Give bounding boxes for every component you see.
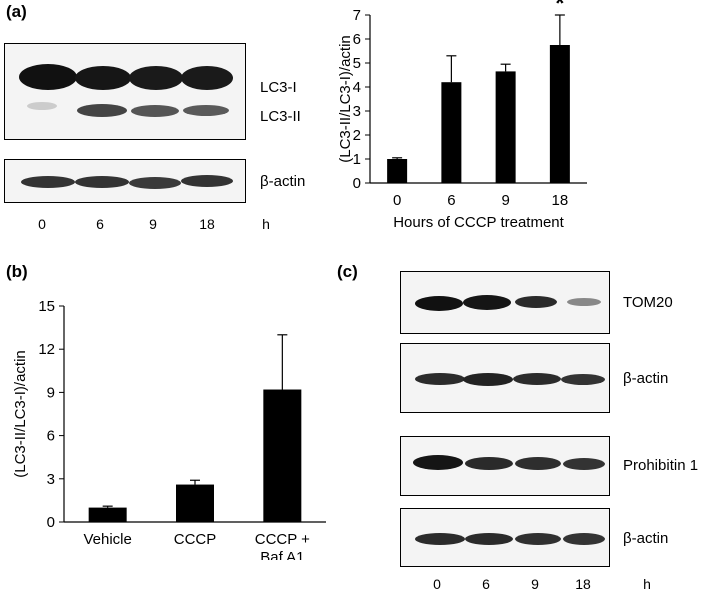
y-tick-label: 1	[353, 151, 361, 168]
y-tick-label: 6	[47, 428, 55, 445]
bar	[495, 71, 516, 183]
y-tick-label: 3	[47, 471, 55, 488]
y-axis-label: (LC3-II/LC3-I)/actin	[337, 35, 354, 163]
x-tick-label: 9	[501, 192, 509, 209]
lane-label: 0	[38, 216, 46, 232]
lane-label: 9	[149, 216, 157, 232]
y-tick-label: 7	[353, 7, 361, 24]
actin-blot-a	[4, 159, 246, 203]
prohibitin-blot	[400, 436, 610, 496]
lc3-blot	[4, 43, 246, 140]
bar	[263, 389, 302, 522]
x-tick-label: Baf A1	[260, 549, 304, 560]
y-tick-label: 15	[38, 298, 55, 315]
actin-blot-c2	[400, 508, 610, 567]
actin-label-c1: β-actin	[623, 370, 669, 387]
lane-label: 0	[433, 576, 441, 592]
hours-unit-label: h	[262, 216, 270, 232]
bar	[176, 484, 214, 522]
lane-label: 18	[199, 216, 215, 232]
significance-marker: *	[555, 0, 564, 16]
prohibitin-label: Prohibitin 1	[623, 457, 699, 474]
y-tick-label: 2	[353, 127, 361, 144]
bar	[441, 82, 462, 183]
y-tick-label: 5	[353, 55, 361, 72]
panel-c-label: (c)	[337, 262, 358, 281]
y-tick-label: 3	[353, 103, 361, 120]
y-tick-label: 12	[38, 341, 55, 358]
tom20-blot	[400, 271, 610, 334]
chart-b: 0 3 6 9 12 15 (LC3-II/LC3-I)/actin Vehicle CCCP C…	[12, 298, 326, 560]
x-tick-label: Vehicle	[83, 531, 131, 548]
lane-label: 9	[531, 576, 539, 592]
actin-label-a: β-actin	[260, 173, 306, 190]
x-tick-label: CCCP +	[255, 531, 310, 548]
bar	[549, 45, 570, 183]
y-tick-label: 9	[47, 384, 55, 401]
x-axis-label: Hours of CCCP treatment	[393, 214, 564, 231]
bar	[387, 159, 408, 183]
lane-label: 6	[96, 216, 104, 232]
x-tick-label: CCCP	[174, 531, 217, 548]
lc3-ii-label: LC3-II	[260, 108, 301, 125]
panel-b-label: (b)	[6, 262, 28, 281]
x-tick-label: 6	[447, 192, 455, 209]
actin-blot-c1	[400, 343, 610, 413]
lane-label: 6	[482, 576, 490, 592]
y-tick-label: 0	[47, 514, 55, 531]
y-tick-label: 4	[353, 79, 361, 96]
y-tick-label: 0	[353, 175, 361, 192]
x-tick-label: 0	[393, 192, 401, 209]
y-tick-label: 6	[353, 31, 361, 48]
bar	[88, 507, 127, 522]
lane-label: 18	[575, 576, 591, 592]
chart-a: 0 1 2 3 4 5 6 7 (LC3-II/LC3-I)/actin 0 6 9 * 18 Hours …	[337, 0, 587, 231]
hours-unit-label: h	[643, 576, 651, 592]
y-axis-label: (LC3-II/LC3-I)/actin	[12, 350, 29, 478]
actin-label-c2: β-actin	[623, 530, 669, 547]
tom20-label: TOM20	[623, 294, 673, 311]
lc3-i-label: LC3-I	[260, 79, 297, 96]
x-tick-label: 18	[552, 192, 569, 209]
panel-a-label: (a)	[6, 2, 27, 21]
